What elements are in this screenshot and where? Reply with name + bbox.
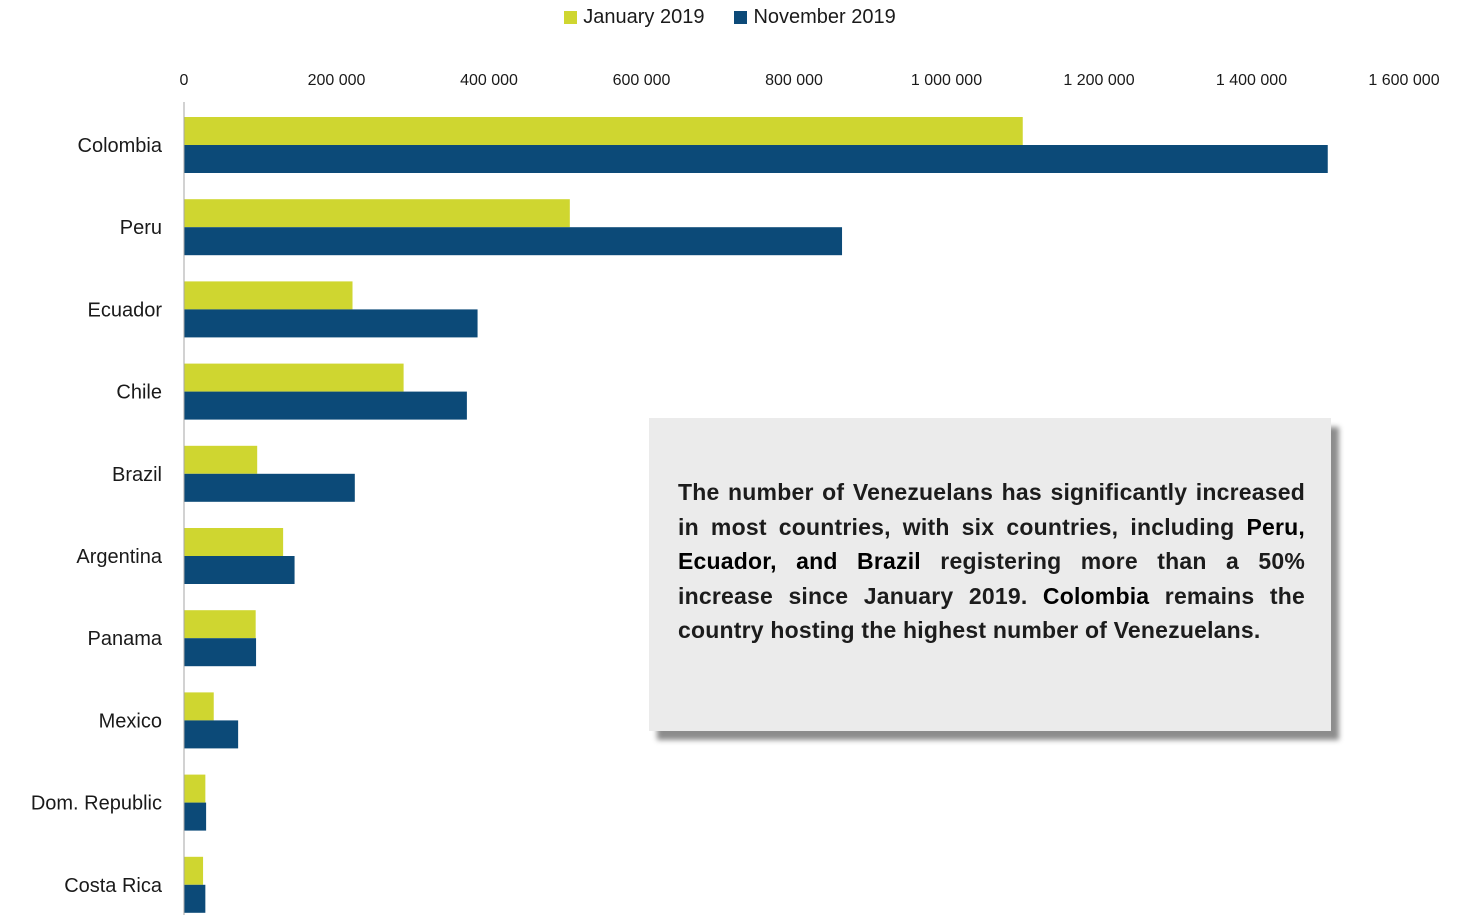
bar-november-2019-dom-republic: [184, 802, 207, 831]
category-label-mexico: Mexico: [99, 710, 162, 732]
x-tick-label: 200 000: [308, 72, 366, 89]
bar-january-2019-costa-rica: [184, 856, 204, 885]
bar-november-2019-costa-rica: [184, 884, 206, 913]
callout-text-part-1: The number of Venezuelans has significan…: [678, 479, 1305, 540]
bar-november-2019-mexico: [184, 720, 239, 749]
x-tick-label: 1 600 000: [1368, 72, 1439, 89]
bar-january-2019-panama: [184, 610, 256, 639]
bar-november-2019-chile: [184, 391, 467, 420]
bar-january-2019-argentina: [184, 528, 284, 556]
bar-november-2019-colombia: [184, 145, 1328, 173]
legend-label-november-2019: November 2019: [753, 6, 896, 28]
legend-item-november-2019: November 2019: [734, 6, 896, 29]
x-tick-label: 0: [180, 72, 189, 89]
x-tick-label: 1 400 000: [1216, 72, 1287, 89]
bar-january-2019-ecuador: [184, 281, 353, 310]
x-tick-label: 400 000: [460, 72, 518, 89]
bar-january-2019-brazil: [184, 445, 258, 474]
category-label-costa-rica: Costa Rica: [64, 875, 163, 897]
legend-label-january-2019: January 2019: [583, 6, 705, 28]
bar-november-2019-argentina: [184, 556, 295, 584]
category-label-chile: Chile: [116, 382, 162, 404]
legend-swatch-november-2019: [734, 11, 748, 24]
x-tick-label: 1 200 000: [1063, 72, 1134, 89]
category-label-brazil: Brazil: [112, 464, 162, 486]
callout-highlight-countries: Peru, Ecuador, and Brazil: [678, 513, 1305, 575]
x-tick-label: 1 000 000: [911, 72, 982, 89]
callout-text: The number of Venezuelans has significan…: [678, 475, 1305, 648]
x-tick-label: 800 000: [765, 72, 823, 89]
category-label-dom-republic: Dom. Republic: [31, 793, 162, 815]
callout-highlight-colombia: Colombia: [1042, 582, 1150, 609]
legend: January 2019 November 2019: [0, 6, 1460, 29]
legend-item-january-2019: January 2019: [564, 6, 704, 29]
bar-november-2019-panama: [184, 638, 257, 667]
bar-january-2019-dom-republic: [184, 774, 206, 803]
x-tick-label: 600 000: [613, 72, 671, 89]
bar-november-2019-peru: [184, 227, 843, 256]
category-label-panama: Panama: [88, 628, 163, 650]
bar-january-2019-mexico: [184, 692, 214, 721]
legend-swatch-january-2019: [564, 11, 578, 24]
callout-box: The number of Venezuelans has significan…: [649, 418, 1331, 731]
bar-november-2019-brazil: [184, 473, 355, 502]
bar-january-2019-chile: [184, 363, 404, 392]
category-label-argentina: Argentina: [76, 546, 162, 568]
bar-november-2019-ecuador: [184, 309, 478, 338]
bar-january-2019-peru: [184, 199, 570, 228]
category-label-colombia: Colombia: [78, 135, 163, 157]
callout-text-part-2: registering more than a 50% increase sin…: [678, 548, 1306, 609]
category-label-ecuador: Ecuador: [88, 299, 163, 321]
bar-january-2019-colombia: [184, 117, 1023, 145]
category-label-peru: Peru: [120, 217, 162, 239]
callout-text-part-3: remains the country hosting the highest …: [678, 582, 1305, 644]
